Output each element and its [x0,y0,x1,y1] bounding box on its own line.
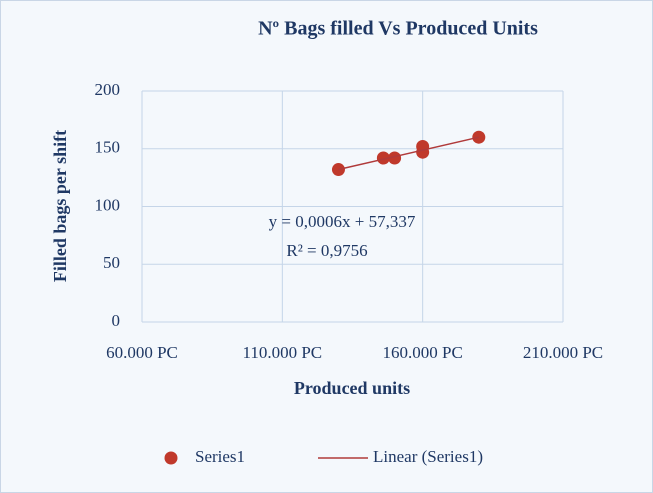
x-tick-label: 210.000 PC [523,343,603,362]
scatter-point [388,151,402,165]
x-tick-label: 60.000 PC [106,343,178,362]
legend-label: Series1 [195,447,245,466]
y-tick-label: 0 [112,311,121,330]
y-tick-label: 100 [95,195,121,214]
x-tick-label: 110.000 PC [242,343,322,362]
x-tick-label: 160.000 PC [383,343,463,362]
y-axis-title: Filled bags per shift [50,130,70,282]
legend-label: Linear (Series1) [373,447,483,466]
y-tick-label: 200 [95,80,121,99]
trendline-equation: y = 0,0006x + 57,337 [269,212,416,231]
y-tick-label: 50 [103,253,120,272]
trendline-equation: R² = 0,9756 [286,241,367,260]
scatter-point [376,151,390,165]
trendline [338,136,479,171]
x-axis-title: Produced units [294,378,410,398]
chart-title: Nº Bags filled Vs Produced Units [258,18,538,40]
legend-marker [164,451,178,465]
y-tick-label: 150 [95,138,121,157]
